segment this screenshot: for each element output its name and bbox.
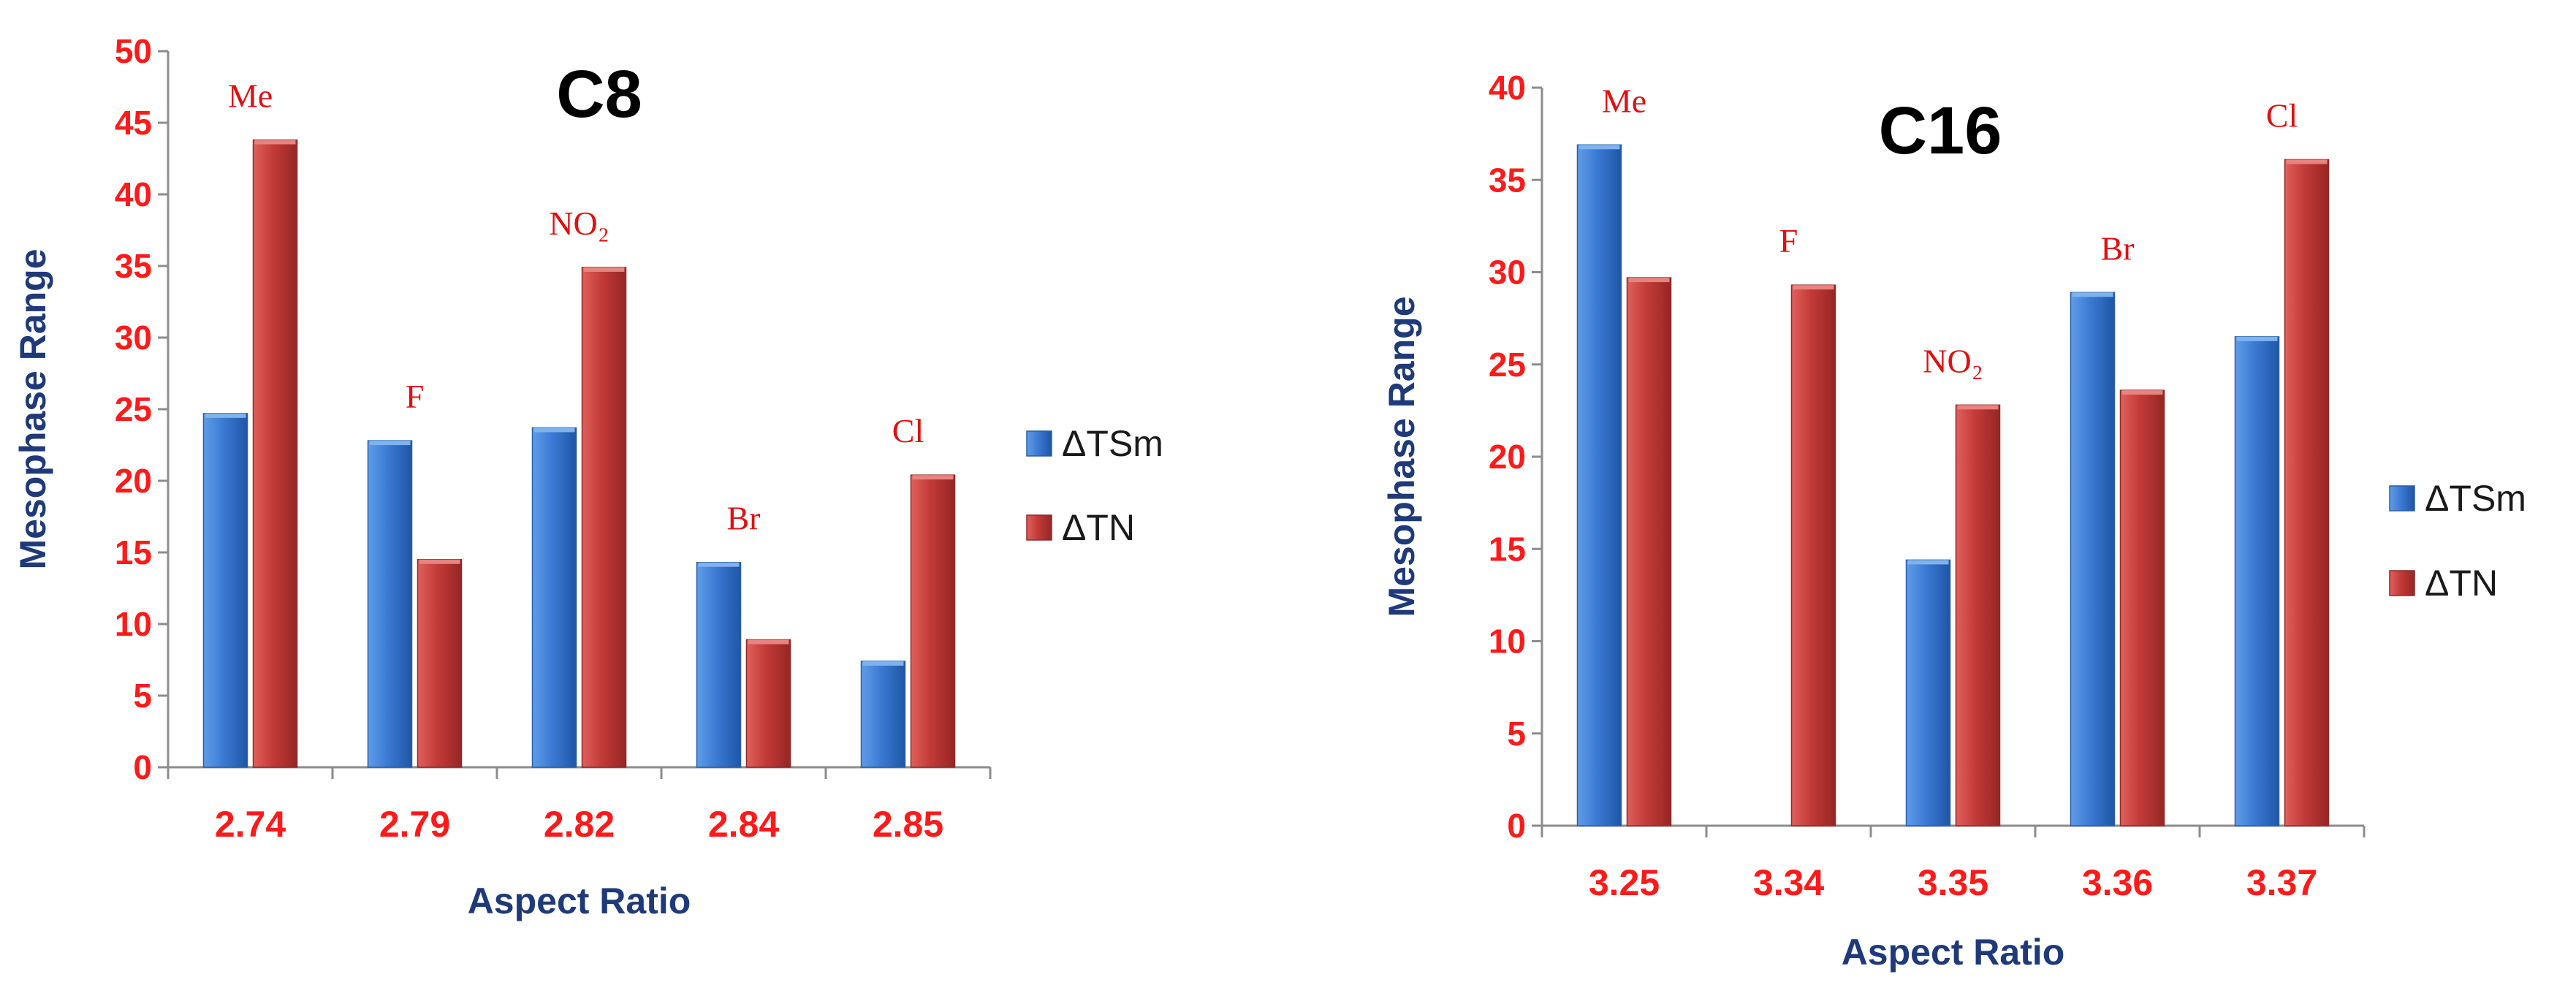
x-axis-title: Aspect Ratio: [1842, 932, 2065, 973]
substituent-label: Me: [1602, 82, 1646, 119]
y-tick-label: 20: [115, 462, 152, 500]
bar-tn: [745, 639, 791, 768]
bar-cap: [2072, 292, 2113, 297]
chart-title: C16: [1879, 94, 2002, 168]
y-tick-label: 0: [1507, 807, 1526, 845]
y-tick-label: 10: [1489, 623, 1526, 661]
bar-tn: [1955, 404, 2001, 826]
substituent-label: Br: [2101, 229, 2135, 267]
y-tick-label: 40: [115, 175, 152, 213]
y-tick-label: 35: [1489, 161, 1526, 199]
bar-cap: [2286, 159, 2328, 164]
bar-cap: [254, 140, 296, 145]
bar-cap: [1628, 278, 1670, 283]
bar-cap: [533, 427, 575, 433]
y-tick-label: 45: [115, 104, 152, 142]
x-tick-label: 3.35: [1918, 862, 1988, 903]
substituent-label: NO₂: [549, 205, 609, 242]
bar-cap: [1907, 560, 1949, 565]
y-tick-label: 30: [115, 319, 152, 357]
bar-cap: [369, 441, 411, 446]
bar-tn: [1790, 284, 1836, 826]
y-tick-label: 25: [1489, 346, 1526, 384]
bar-tsm: [696, 561, 742, 768]
legend: ΔTSm ΔTN: [1026, 423, 1163, 548]
legend: ΔTSm ΔTN: [2389, 478, 2526, 604]
bar-tsm: [202, 413, 248, 768]
bar-cap: [1793, 285, 1834, 290]
bar-cap: [748, 639, 789, 644]
bar-cap: [1957, 405, 1999, 410]
substituent-label: Me: [228, 77, 273, 115]
y-tick-label: 50: [115, 32, 152, 70]
y-axis-title: Mesophase Range: [1381, 296, 1422, 617]
y-tick-label: 5: [133, 677, 152, 715]
bar-tsm: [1576, 144, 1622, 826]
y-tick-label: 0: [133, 748, 152, 786]
bar-cap: [912, 475, 954, 480]
bar-tn: [252, 139, 298, 768]
legend-swatch-tsm: [1026, 430, 1052, 457]
legend-label: ΔTSm: [2425, 478, 2526, 519]
x-tick-label: 2.82: [544, 804, 615, 845]
y-axis-title: Mesophase Range: [12, 248, 53, 569]
bar-cap: [2236, 336, 2278, 341]
y-tick-label: 15: [1489, 530, 1526, 568]
x-tick-label: 3.37: [2246, 862, 2317, 903]
bar-tsm: [2070, 292, 2116, 826]
substituent-label: Cl: [892, 412, 924, 449]
x-tick-label: 2.85: [873, 804, 943, 845]
substituent-label: NO₂: [1923, 342, 1983, 379]
y-tick-label: 30: [1489, 254, 1526, 292]
legend-label: ΔTN: [2425, 563, 2498, 604]
legend-swatch-tn: [2389, 570, 2415, 596]
bar-tsm: [367, 440, 413, 768]
x-tick-label: 3.36: [2082, 862, 2153, 903]
bar-tsm: [2234, 336, 2280, 826]
x-tick-label: 2.84: [708, 804, 780, 845]
bar-cap: [2121, 390, 2163, 395]
x-tick-label: 2.74: [215, 804, 286, 845]
bar-tsm: [1905, 559, 1951, 826]
y-tick-label: 20: [1489, 438, 1526, 476]
y-tick-label: 40: [1489, 69, 1526, 107]
chart-c16: 0 5 10 15 20 25 30 35 40 3.25 Me 3.34 F 3.35 NO₂ 3.36 Br…: [1381, 69, 2526, 973]
bar-tsm: [531, 427, 577, 768]
y-tick-label: 25: [115, 390, 152, 428]
y-tick-label: 35: [115, 247, 152, 285]
legend-swatch-tn: [1026, 514, 1052, 541]
substituent-label: F: [1779, 222, 1798, 259]
bar-cap: [419, 559, 460, 564]
y-tick-label: 5: [1507, 715, 1526, 753]
substituent-label: Cl: [2266, 96, 2298, 134]
substituent-label: F: [406, 378, 425, 415]
bar-cap: [205, 413, 246, 418]
bar-cap: [1578, 145, 1620, 150]
chart-c8: 0 5 10 15 20 25 30 35 40 45 50 2.74 Me 2.79 F 2.82 NO₂ 2.…: [12, 32, 1163, 921]
bar-cap: [583, 267, 625, 272]
bar-tn: [1626, 277, 1672, 826]
legend-label: ΔTSm: [1062, 423, 1163, 464]
bar-tn: [581, 267, 627, 768]
bar-tsm: [860, 661, 906, 768]
bar-tn: [910, 474, 956, 768]
y-tick-label: 10: [115, 605, 152, 643]
bar-cap: [862, 661, 904, 666]
bar-cap: [698, 562, 740, 567]
x-tick-label: 3.34: [1753, 862, 1825, 903]
x-tick-label: 2.79: [379, 804, 450, 845]
bar-tn: [2284, 159, 2330, 826]
legend-swatch-tsm: [2389, 485, 2415, 511]
x-tick-label: 3.25: [1589, 862, 1660, 903]
y-tick-label: 15: [115, 533, 152, 571]
bar-tn: [2119, 389, 2165, 826]
x-axis-title: Aspect Ratio: [468, 881, 691, 921]
legend-label: ΔTN: [1062, 507, 1135, 548]
bar-tn: [417, 559, 463, 768]
chart-title: C8: [556, 57, 642, 132]
substituent-label: Br: [727, 500, 761, 537]
